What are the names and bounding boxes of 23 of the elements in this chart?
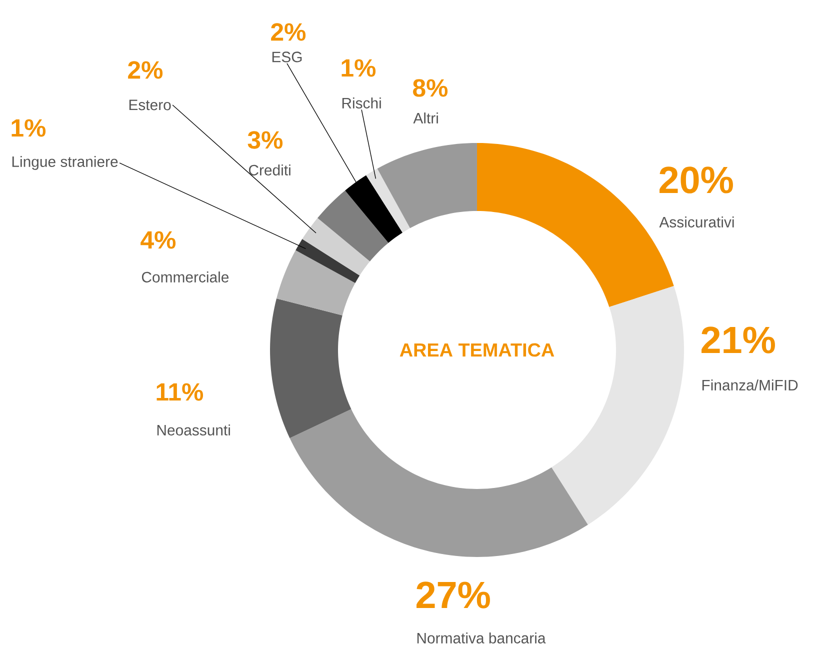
data-label: 1% [342, 59, 376, 77]
slice-label: Lingue straniere [12, 156, 118, 170]
data-label: 2% [128, 61, 163, 79]
slice-label: Estero [129, 100, 171, 110]
slice-label: Neoassunti [157, 424, 230, 436]
slice-label: Altri [413, 112, 438, 124]
slice-label: Assicurativi [659, 216, 734, 228]
data-label: 21% [702, 326, 775, 354]
data-label: 8% [413, 79, 448, 97]
slice-label: Rischi [342, 97, 381, 108]
slice-label: Finanza/MiFID [702, 379, 798, 390]
slice-label: ESG [272, 52, 302, 62]
slice-label: Crediti [248, 164, 290, 176]
slice-label: Normativa bancaria [417, 632, 546, 644]
text: AREA TEMATICA [400, 343, 554, 357]
data-label: 20% [660, 166, 733, 194]
data-label: 3% [248, 131, 283, 149]
data-label: 1% [12, 119, 46, 137]
slice-label: Commerciale [142, 271, 229, 282]
data-label: 27% [416, 582, 490, 608]
data-label: 4% [140, 231, 176, 249]
data-label: 2% [271, 23, 306, 41]
data-label: 11% [156, 383, 204, 401]
